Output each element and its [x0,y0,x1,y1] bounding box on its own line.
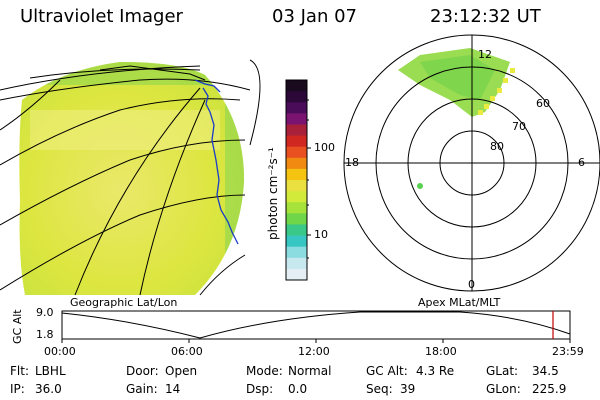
timeline-x-tick: 00:00 [44,345,76,358]
date-label: 03 Jan 07 [272,6,357,27]
seq-label: Seq: [366,382,393,396]
colorbar-strip [286,80,307,92]
flt-value: LBHL [35,364,66,378]
colorbar-strip [286,146,307,159]
glon-value: 225.9 [532,382,567,396]
timeline-y-tick-top: 9.0 [36,306,54,319]
dsp-value: 0.0 [288,382,308,396]
gain-value: 14 [165,382,181,396]
colorbar-strip [286,268,307,281]
colorbar-strip [286,224,307,237]
colorbar-strip [286,213,307,225]
geo-image [0,59,261,296]
polar-hour-0: 0 [468,278,475,291]
ip-label: IP: [10,382,25,396]
gain-label: Gain: [126,382,158,396]
polar-spot [417,183,423,189]
dsp-label: Dsp: [246,382,274,396]
timeline-x-tick: 18:00 [425,345,457,358]
colorbar-tick-10: 10 [314,228,328,241]
coastline [194,79,239,245]
bright-band [30,110,220,150]
colorbar-strip [286,135,307,148]
polar-grid [343,34,600,292]
altitude-curve [61,311,571,339]
timeline-y-tick-bottom: 1.8 [36,328,54,341]
gc-alt-value: 4.3 Re [416,364,455,378]
timeline-x-tick: 12:00 [298,345,330,358]
polar-panel-label: Apex MLat/MLT [418,296,501,309]
time-label: 23:12:32 UT [430,6,541,27]
polar-hour-18: 18 [345,156,359,169]
colorbar-unit: photon cm⁻²s⁻¹ [266,147,280,240]
flt-label: Flt: [10,364,29,378]
colorbar-tick-100: 100 [314,141,335,154]
timeline-y-label: GC Alt [11,309,24,344]
colorbar-strip [286,124,307,137]
colorbar-strip [286,157,307,170]
timeline-x-tick: 06:00 [171,345,203,358]
glat-value: 34.5 [532,364,559,378]
colorbar-strip [286,257,307,270]
polar-lat-70: 70 [512,120,526,133]
colorbar-strip [286,246,307,259]
mode-value: Normal [288,364,332,378]
colorbar-strip [286,102,307,114]
polar-aurora-core [420,55,495,100]
polar-hour-12: 12 [478,48,492,61]
door-value: Open [165,364,198,378]
polar-hour-6: 6 [578,156,585,169]
mode-label: Mode: [246,364,283,378]
glon-label: GLon: [486,382,521,396]
colorbar-strip [286,180,307,192]
geo-panel-label: Geographic Lat/Lon [70,296,178,309]
gc-alt-label: GC Alt: [366,364,408,378]
colorbar-strip [286,91,307,103]
polar-image [343,34,600,292]
colorbar-strip [286,191,307,203]
black-coast [99,65,206,81]
lat-lon-grid [0,59,261,296]
earth-disk [19,62,245,295]
colorbar-strip [286,113,307,125]
colorbar [285,79,311,281]
timeline-plot [61,310,571,343]
timeline-x-tick: 23:59 [552,345,584,358]
colorbar-strip [286,235,307,248]
polar-lat-80: 80 [490,140,504,153]
ip-value: 36.0 [35,382,62,396]
colorbar-strip [286,202,307,214]
glat-label: GLat: [486,364,519,378]
seq-value: 39 [400,382,416,396]
instrument-title: Ultraviolet Imager [20,6,183,27]
polar-pixels [478,68,515,115]
door-label: Door: [126,364,159,378]
colorbar-strip [286,168,307,181]
polar-lat-60: 60 [536,97,550,110]
